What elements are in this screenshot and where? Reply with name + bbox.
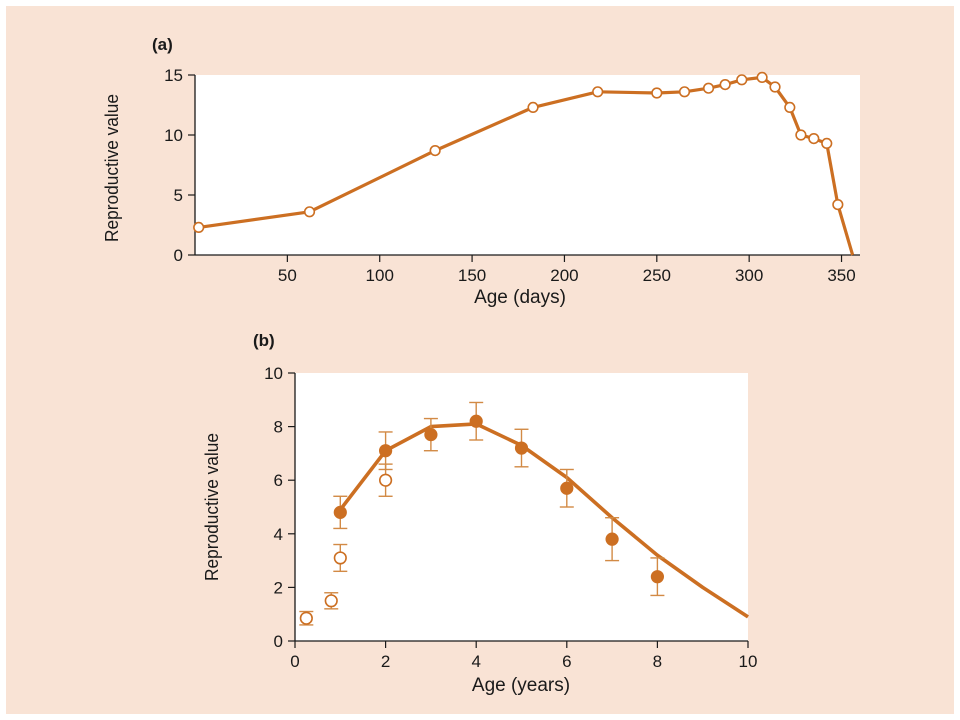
- chart-b-open-point: [324, 594, 338, 608]
- chart-a-x-tick-label: 300: [735, 266, 763, 285]
- chart-b-series: [299, 401, 749, 626]
- chart-a-y-tick-label: 0: [174, 246, 183, 265]
- chart-b-filled-point: [514, 441, 529, 455]
- chart-b: 0 2 4 6 8 10 0 2 4 6 8 10 (b) Age (years) Reproduc…: [202, 331, 757, 696]
- chart-a-data-point: [651, 87, 663, 99]
- chart-b-plot-area: [295, 373, 748, 641]
- chart-a-data-point: [527, 101, 539, 113]
- chart-a-x-tick-label: 50: [278, 266, 297, 285]
- chart-a-y-tick-label: 15: [164, 66, 183, 85]
- chart-b-x-axis-label: Age (years): [472, 675, 570, 696]
- chart-b-y-tick-label: 6: [274, 471, 283, 490]
- chart-b-panel-label: (b): [253, 331, 275, 350]
- chart-a-x-tick-label: 250: [643, 266, 671, 285]
- chart-b-filled-point: [379, 444, 393, 458]
- chart-a-x-ticks: 50 100 150 200 250 300 350: [278, 255, 856, 285]
- chart-a-data-point: [821, 137, 833, 149]
- chart-a-series: [193, 71, 855, 256]
- chart-a-data-point: [832, 199, 844, 211]
- chart-b-y-tick-label: 0: [274, 632, 283, 651]
- chart-b-y-tick-label: 10: [264, 364, 283, 383]
- chart-a-data-point: [736, 74, 748, 86]
- chart-a-plot-area: [195, 75, 860, 255]
- chart-a: 50 100 150 200 250 300 350 0 5 10 15 (a) Age (day…: [102, 35, 860, 308]
- chart-a-y-ticks: 0 5 10 15: [164, 66, 195, 265]
- chart-a-x-tick-label: 350: [827, 266, 855, 285]
- chart-a-data-point: [303, 206, 316, 218]
- chart-b-y-axis-label: Reproductive value: [202, 433, 222, 581]
- chart-a-y-tick-label: 5: [174, 186, 183, 205]
- chart-b-x-ticks: 0 2 4 6 8 10: [290, 641, 757, 671]
- chart-b-y-tick-label: 8: [274, 418, 283, 437]
- chart-a-data-point: [719, 78, 731, 91]
- chart-a-data-point: [769, 81, 781, 93]
- chart-b-filled-point: [333, 505, 347, 519]
- chart-b-fit-line: [338, 422, 749, 619]
- chart-b-open-point: [299, 611, 313, 625]
- chart-a-x-tick-label: 200: [550, 266, 578, 285]
- chart-b-y-tick-label: 2: [274, 578, 283, 597]
- chart-a-data-point: [756, 71, 768, 83]
- chart-a-data-point: [784, 101, 796, 113]
- chart-b-filled-point: [469, 414, 483, 428]
- chart-b-y-tick-label: 4: [274, 525, 283, 544]
- chart-b-filled-point: [560, 481, 574, 495]
- chart-a-x-tick-label: 100: [366, 266, 394, 285]
- chart-a-data-point: [808, 133, 820, 145]
- chart-b-x-tick-label: 6: [562, 652, 571, 671]
- chart-a-data-point: [678, 86, 691, 98]
- chart-a-y-axis-label: Reproductive value: [102, 94, 122, 242]
- chart-b-open-point: [379, 473, 393, 487]
- chart-b-x-tick-label: 8: [653, 652, 662, 671]
- chart-b-x-tick-label: 10: [739, 652, 758, 671]
- chart-b-filled-point: [650, 570, 665, 584]
- chart-a-data-point: [592, 86, 604, 98]
- chart-b-x-tick-label: 2: [381, 652, 390, 671]
- chart-a-data-point: [795, 129, 807, 141]
- chart-b-x-tick-label: 0: [290, 652, 299, 671]
- chart-a-data-point: [702, 82, 715, 94]
- chart-a-y-tick-label: 10: [164, 126, 183, 145]
- chart-b-filled-point: [605, 532, 619, 546]
- chart-a-data-point: [429, 145, 441, 157]
- chart-b-filled-point: [424, 428, 438, 442]
- chart-a-data-point: [193, 221, 205, 233]
- chart-b-x-tick-label: 4: [471, 652, 480, 671]
- chart-a-panel-label: (a): [152, 35, 173, 54]
- chart-b-open-point: [333, 551, 347, 565]
- chart-b-axes: [294, 373, 748, 642]
- chart-a-x-axis-label: Age (days): [474, 287, 566, 308]
- chart-b-y-ticks: 0 2 4 6 8 10: [264, 364, 295, 651]
- chart-a-x-tick-label: 150: [458, 266, 486, 285]
